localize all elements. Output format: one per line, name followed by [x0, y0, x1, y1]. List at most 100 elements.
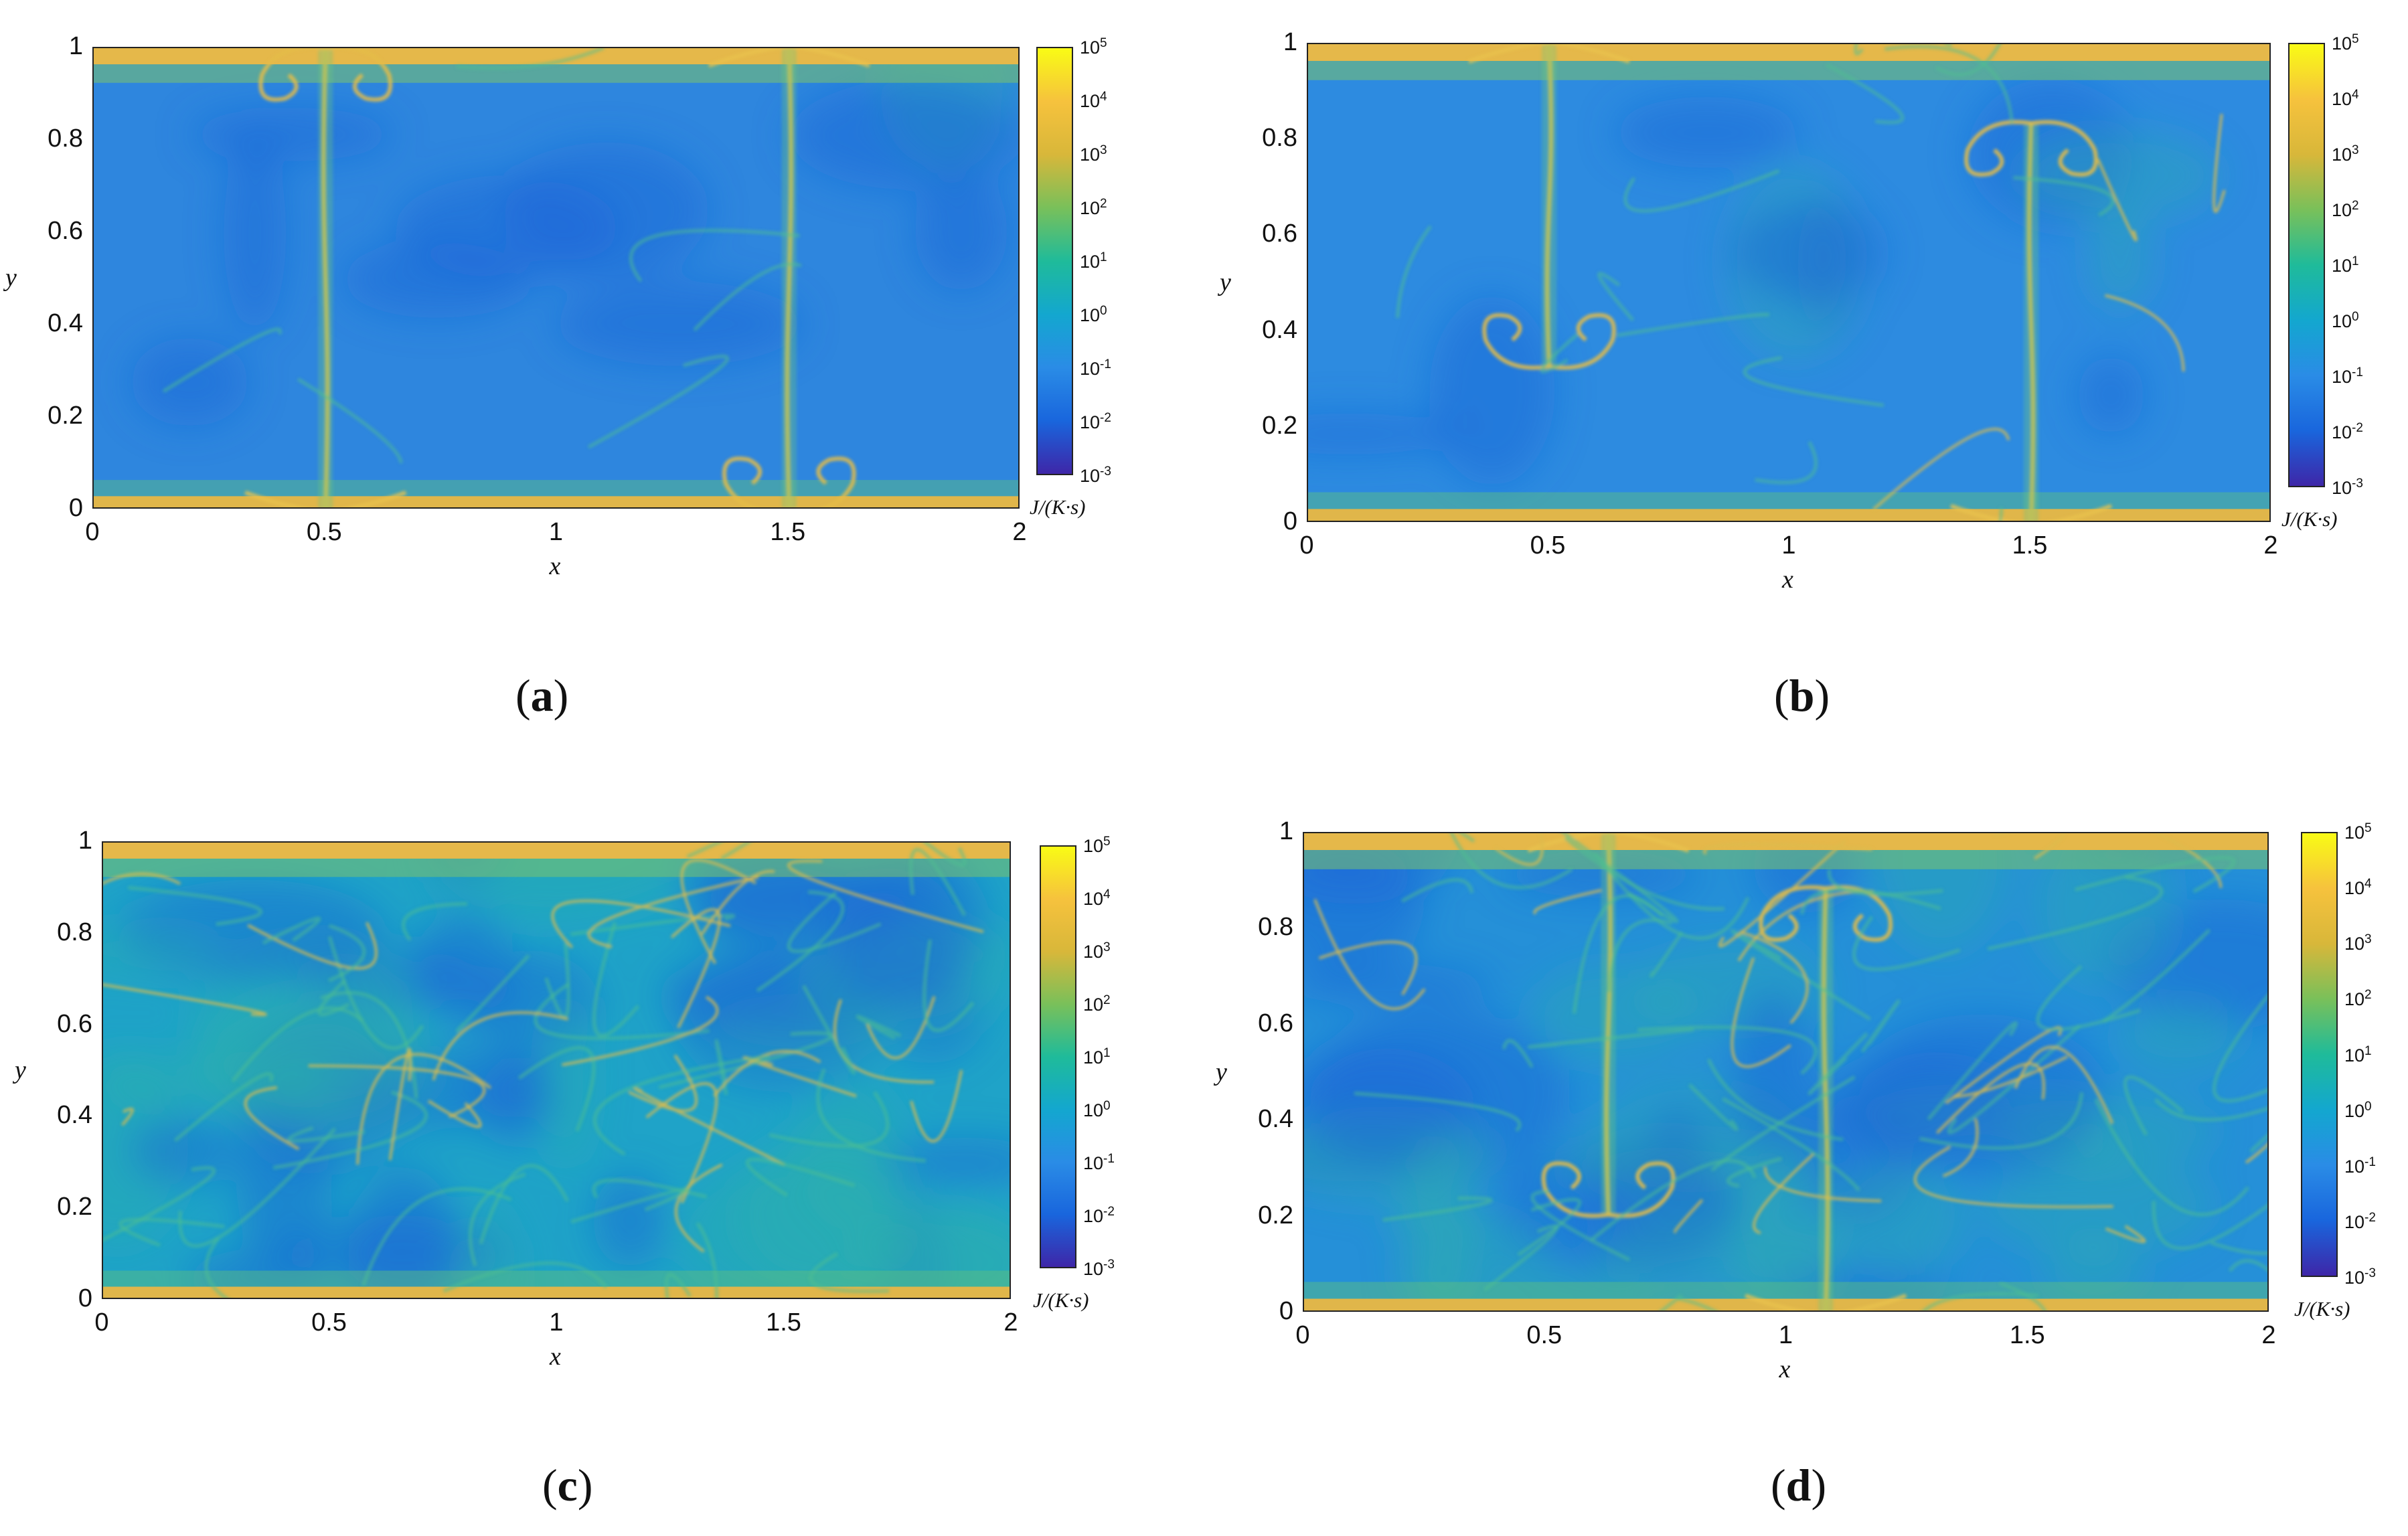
filament [1494, 833, 1544, 866]
filament [2154, 1098, 2267, 1122]
plume-base [1745, 1294, 1805, 1310]
colorbar-tick-label: 104 [1083, 887, 1111, 909]
filament [1935, 1062, 2045, 1134]
filament [287, 1126, 366, 1143]
filament [272, 1090, 428, 1170]
plume-curl [258, 48, 326, 102]
field-panel-c [102, 841, 1011, 1299]
filament [1382, 1196, 1493, 1222]
y-tick-label: 0.6 [1258, 1009, 1293, 1037]
filament [262, 916, 321, 945]
filament [2213, 993, 2267, 1103]
filament [479, 1164, 569, 1245]
y-tick-label: 0.6 [48, 217, 83, 245]
filament [1825, 63, 1905, 124]
bottom-boundary-layer [94, 496, 1018, 507]
filament [570, 1187, 690, 1223]
colorbar-tick-label: 103 [2332, 143, 2359, 165]
plume-base [2051, 504, 2113, 521]
y-tick-label: 0 [1283, 507, 1297, 535]
filament [1755, 441, 1818, 485]
top-boundary-gradient [1304, 850, 2267, 869]
colorbar-unit-label: J/(K·s) [1033, 1288, 1089, 1312]
y-axis-label: y [1220, 268, 1231, 296]
filament [2075, 856, 2236, 893]
filament [544, 942, 570, 1019]
heatmap-c [103, 843, 1010, 1298]
filament [328, 924, 366, 983]
filament [1998, 507, 2004, 521]
x-tick-label: 2 [1004, 1308, 1018, 1337]
x-tick-label: 1.5 [2009, 1321, 2045, 1349]
x-tick-label: 0 [85, 518, 100, 546]
filament [809, 1252, 890, 1293]
filament [103, 872, 181, 885]
filament [787, 891, 882, 953]
filament [592, 922, 640, 1037]
filament [1572, 894, 1664, 1014]
plume-base [1613, 833, 1690, 853]
filament [562, 995, 719, 1067]
filament [1739, 930, 1809, 1024]
filament [1999, 1281, 2046, 1310]
colorbar-tick-label: 101 [2344, 1043, 2372, 1065]
colorbar-tick-label: 10-1 [1080, 357, 1111, 379]
x-tick-label: 1.5 [766, 1308, 801, 1337]
filament [2013, 175, 2115, 217]
y-tick-label: 0.6 [1262, 220, 1297, 248]
filament [173, 1072, 274, 1142]
x-tick-label: 0.5 [306, 518, 342, 546]
y-tick-label: 1 [1279, 817, 1293, 845]
colorbar-tick-label: 10-1 [2332, 365, 2363, 387]
filament [551, 899, 731, 949]
y-tick-label: 0.2 [48, 402, 83, 430]
heatmap-b [1308, 44, 2269, 521]
colorbar-tick-label: 100 [2332, 310, 2359, 331]
filament [909, 848, 967, 916]
filament [1722, 1097, 1860, 1192]
filament [2228, 1259, 2267, 1272]
filament [593, 1054, 770, 1156]
filament [1753, 1152, 1816, 1235]
x-axis-label: x [549, 552, 561, 580]
y-tick-label: 1 [78, 827, 92, 855]
filament [1650, 931, 1684, 978]
filament [456, 48, 605, 70]
filament [1517, 1197, 1582, 1257]
y-tick-label: 0.4 [57, 1101, 92, 1130]
colorbar-tick-label: 10-3 [2332, 477, 2363, 498]
colorbar-c [1040, 845, 1076, 1268]
x-tick-label: 0.5 [1526, 1321, 1562, 1349]
y-tick-label: 0 [1279, 1297, 1293, 1325]
filament [2094, 1098, 2250, 1217]
colorbar-tick-label: 10-2 [1083, 1205, 1115, 1226]
x-tick-label: 0 [1295, 1321, 1310, 1349]
filament [1674, 1199, 1704, 1233]
x-tick-label: 1 [1778, 1321, 1793, 1349]
filament [2014, 1045, 2114, 1124]
filament [1637, 1025, 1818, 1075]
filament [1913, 1146, 2113, 1209]
filament [178, 1127, 337, 1248]
filament [432, 1011, 569, 1081]
plume-curl [1548, 313, 1616, 370]
filament [1743, 356, 1884, 408]
filament [756, 890, 845, 993]
filament [1927, 1021, 2018, 1120]
filament [1953, 1055, 2069, 1098]
filament [121, 1108, 134, 1126]
x-tick-label: 0.5 [311, 1308, 347, 1337]
colorbar-tick-label: 103 [1080, 143, 1107, 165]
filament [2123, 1075, 2184, 1136]
x-tick-label: 1 [1781, 531, 1796, 560]
filament [1540, 333, 1579, 373]
x-tick-label: 1.5 [2012, 531, 2048, 560]
colorbar-tick-label: 105 [2344, 821, 2372, 843]
filament [1808, 1032, 1868, 1095]
filament [587, 875, 759, 948]
panel-letter: d [1785, 1460, 1812, 1511]
filament [1987, 875, 2164, 951]
colorbar-tick-label: 105 [1083, 835, 1111, 856]
filament [1528, 1027, 1694, 1049]
filament [308, 1064, 486, 1118]
